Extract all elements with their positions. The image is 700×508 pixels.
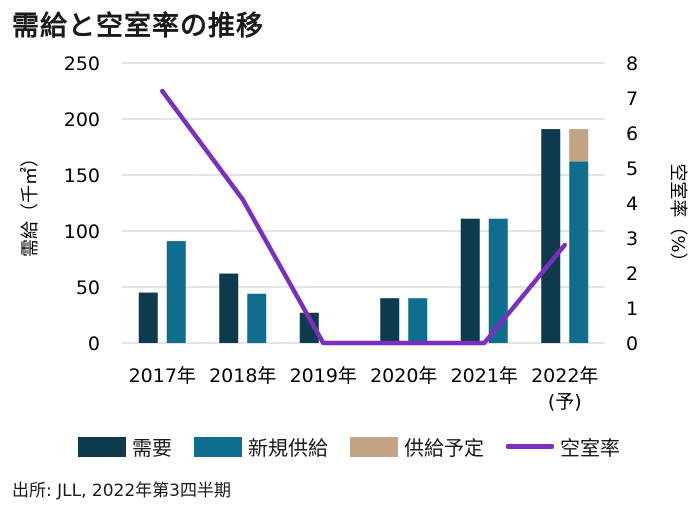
bar-new-supply — [247, 293, 267, 343]
y-tick-right: 3 — [626, 228, 638, 250]
y-tick-right: 1 — [626, 298, 638, 320]
x-tick-label: 2017年 — [129, 365, 196, 387]
bar-demand — [460, 218, 480, 343]
bar-demand — [299, 312, 319, 343]
bar-new-supply — [569, 161, 589, 343]
x-tick-label: 2019年 — [290, 365, 357, 387]
bar-planned-supply — [569, 129, 589, 162]
bar-demand — [541, 129, 561, 343]
y-tick-right: 0 — [626, 333, 638, 355]
legend-label-demand: 需要 — [132, 436, 172, 460]
x-tick-label: 2022年(予) — [531, 365, 598, 413]
y-tick-right: 2 — [626, 263, 638, 285]
legend-swatch-planned-supply — [350, 436, 398, 457]
legend-swatch-demand — [78, 436, 126, 457]
legend-swatch-new-supply — [194, 436, 242, 457]
legend-item-vacancy: 空室率 — [506, 432, 620, 461]
legend-item-demand: 需要 — [78, 432, 172, 461]
y-tick-left: 150 — [64, 165, 100, 187]
y-tick-left: 200 — [64, 109, 100, 131]
y-tick-right: 5 — [626, 158, 638, 180]
y-tick-left: 0 — [88, 333, 100, 355]
legend-label-planned-supply: 供給予定 — [404, 436, 484, 460]
x-tick-label: 2020年 — [370, 365, 437, 387]
bar-demand — [219, 273, 239, 343]
x-tick-label: 2021年 — [451, 365, 518, 387]
chart-title: 需給と空室率の推移 — [12, 11, 264, 42]
y-tick-left: 100 — [64, 221, 100, 243]
bar-new-supply — [408, 298, 428, 343]
y-tick-left: 50 — [76, 277, 100, 299]
line-vacancy — [160, 88, 567, 346]
y-tick-right: 6 — [626, 123, 638, 145]
vacancy-demand-chart: 0 50 100 150 200 250 0 1 2 3 4 5 6 7 8 需給（千㎡） 空室率（%） 2017… — [19, 53, 688, 413]
legend-label-vacancy: 空室率 — [560, 436, 620, 460]
bar-demand — [380, 298, 400, 343]
y-tick-right: 8 — [626, 53, 638, 75]
legend-item-planned-supply: 供給予定 — [350, 432, 484, 461]
y-tick-left: 250 — [64, 53, 100, 75]
y-tick-right: 7 — [626, 88, 638, 110]
y-axis-title-right: 空室率（%） — [667, 163, 688, 270]
bar-new-supply — [488, 218, 508, 343]
chart-legend: 需要 新規供給 供給予定 空室率 — [78, 432, 642, 461]
legend-label-new-supply: 新規供給 — [248, 436, 328, 460]
legend-line-vacancy — [506, 444, 554, 449]
legend-item-new-supply: 新規供給 — [194, 432, 328, 461]
x-tick-label: 2018年 — [209, 365, 276, 387]
y-axis-title-left: 需給（千㎡） — [19, 149, 41, 257]
y-tick-right: 4 — [626, 193, 638, 215]
source-note: 出所: JLL, 2022年第3四半期 — [12, 481, 231, 501]
bar-new-supply — [166, 241, 186, 343]
bar-demand — [138, 292, 158, 343]
